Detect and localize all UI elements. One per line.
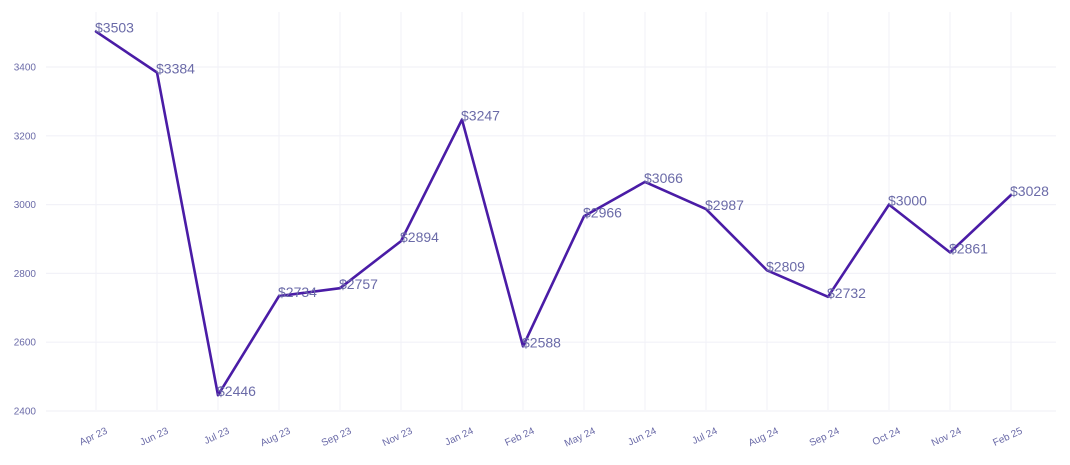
data-label: $2966 (583, 204, 622, 220)
x-tick-label: Sep 23 (320, 426, 354, 450)
x-tick-label: Feb 25 (991, 426, 1024, 449)
x-tick-label: Nov 23 (381, 426, 415, 450)
grid (46, 12, 1056, 412)
x-tick-label: Aug 24 (747, 426, 781, 450)
data-label: $3247 (461, 108, 500, 124)
data-label: $2894 (400, 229, 439, 245)
data-label: $2987 (705, 197, 744, 213)
y-tick-label: 3200 (14, 131, 37, 142)
series-line (94, 30, 1013, 397)
data-label: $2732 (827, 285, 866, 301)
data-labels: $3503 $3384 $2446 $2734 $2757 $2894 $3247 $2588… (95, 20, 1049, 400)
y-tick-label: 3000 (14, 200, 37, 211)
x-tick-label: May 24 (563, 426, 598, 450)
y-tick-label: 2600 (14, 338, 37, 349)
x-tick-label: Oct 24 (871, 426, 903, 449)
x-tick-label: Jun 24 (626, 426, 658, 449)
x-tick-label: Jun 23 (138, 426, 170, 449)
data-label: $3000 (888, 193, 927, 209)
x-axis: Apr 23 Jun 23 Jul 23 Aug 23 Sep 23 Nov 23 Jan … (78, 426, 1025, 450)
y-axis: 2400 2600 2800 3000 3200 3400 (14, 63, 37, 418)
x-tick-label: Jul 23 (202, 426, 231, 447)
x-tick-label: Sep 24 (808, 426, 842, 450)
y-tick-label: 2800 (14, 269, 37, 280)
data-label: $3028 (1010, 183, 1049, 199)
x-tick-label: Jul 24 (690, 426, 719, 447)
data-label: $3503 (95, 20, 134, 36)
y-tick-label: 2400 (14, 407, 37, 418)
data-label: $3066 (644, 170, 683, 186)
y-tick-label: 3400 (14, 63, 37, 74)
data-label: $2757 (339, 276, 378, 292)
data-label: $3384 (156, 61, 195, 77)
data-label: $2861 (949, 240, 988, 256)
data-label: $2588 (522, 334, 561, 350)
data-label: $2446 (217, 383, 256, 399)
data-label: $2809 (766, 258, 805, 274)
x-tick-label: Jan 24 (443, 426, 475, 449)
data-label: $2734 (278, 284, 317, 300)
x-tick-label: Feb 24 (503, 426, 536, 449)
x-tick-label: Nov 24 (930, 426, 964, 450)
x-tick-label: Aug 23 (259, 426, 293, 450)
x-tick-label: Apr 23 (78, 426, 110, 449)
